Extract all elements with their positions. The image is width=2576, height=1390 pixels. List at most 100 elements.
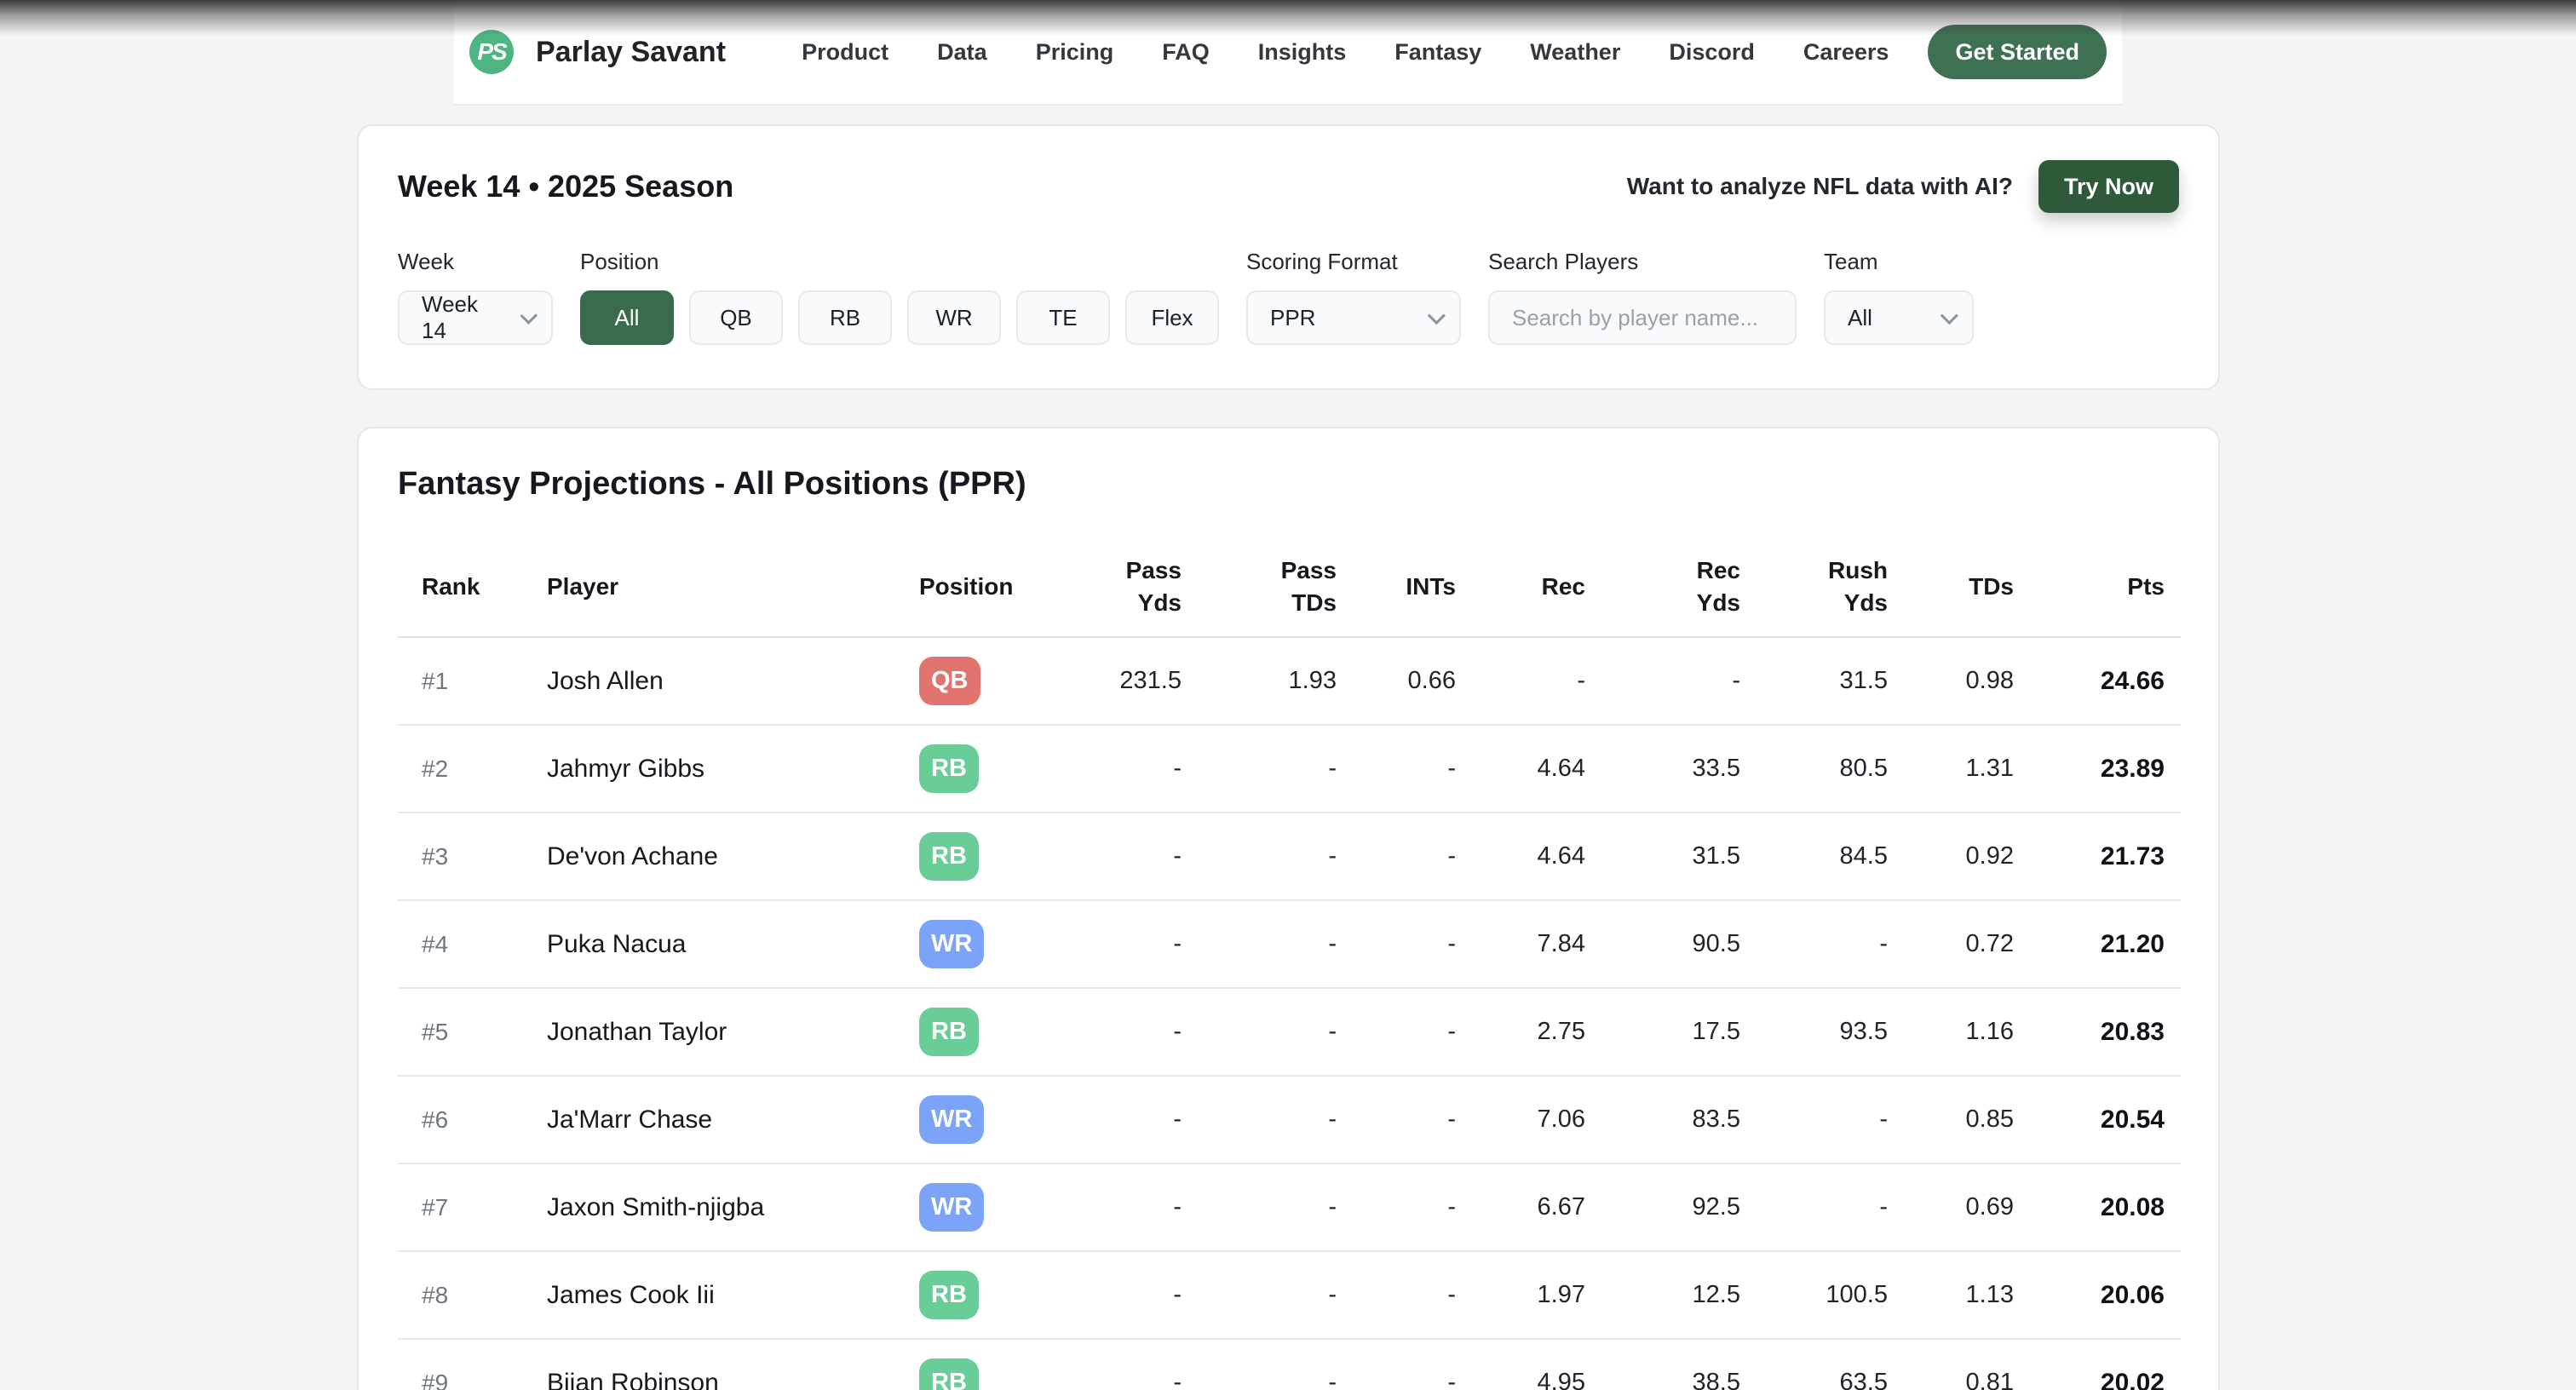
- position-cell: WR: [919, 1163, 1090, 1252]
- position-badge-rb: RB: [919, 832, 979, 881]
- pts-cell: 21.20: [2014, 900, 2181, 989]
- pts-cell: 20.54: [2014, 1076, 2181, 1164]
- ints-cell: -: [1337, 1076, 1456, 1164]
- rank-cell: #8: [398, 1251, 547, 1340]
- ai-promo: Want to analyze NFL data with AI? Try No…: [1627, 160, 2179, 213]
- table-row: #7 Jaxon Smith-njigba WR - - -6.67 92.5-0.69 20…: [398, 1163, 2181, 1252]
- column-header-position: Position: [919, 537, 1090, 638]
- pass_yds-cell: -: [1090, 813, 1182, 901]
- position-badge-wr: WR: [919, 920, 985, 968]
- position-button-wr[interactable]: WR: [907, 290, 1001, 345]
- table-row: #5 Jonathan Taylor RB - - -2.75 17.5 93.5 1.16 20…: [398, 988, 2181, 1077]
- week-season-title: Week 14 • 2025 Season: [398, 169, 734, 204]
- table-row: #9 Bijan Robinson RB - - -4.95 38.5 63.5 0.81 20.…: [398, 1339, 2181, 1390]
- pass_tds-cell: -: [1182, 1339, 1337, 1390]
- pass_yds-cell: -: [1090, 725, 1182, 813]
- rush_yds-cell: 63.5: [1740, 1339, 1888, 1390]
- navbar: PS Parlay Savant Product Data Pricing FAQ In…: [454, 0, 2122, 106]
- nav-link-fantasy[interactable]: Fantasy: [1394, 38, 1482, 65]
- column-header-rec: Rec: [1456, 537, 1585, 638]
- nav-link-product[interactable]: Product: [802, 38, 889, 65]
- rec_yds-cell: 31.5: [1585, 813, 1740, 901]
- nav-link-data[interactable]: Data: [937, 38, 987, 65]
- table-header-row: Rank Player Position Pass Yds Pass TDs INTs Re…: [398, 537, 2181, 638]
- nav-link-weather[interactable]: Weather: [1530, 38, 1621, 65]
- position-button-qb[interactable]: QB: [689, 290, 783, 345]
- table-header: Rank Player Position Pass Yds Pass TDs INTs Re…: [398, 537, 2181, 638]
- rec_yds-cell: 83.5: [1585, 1076, 1740, 1164]
- rush_yds-cell: -: [1740, 1163, 1888, 1252]
- rec_yds-cell: 90.5: [1585, 900, 1740, 989]
- week-label: Week: [398, 249, 454, 274]
- player-search-input[interactable]: [1488, 290, 1797, 345]
- scoring-format-select[interactable]: PPR: [1246, 290, 1461, 345]
- rush_yds-cell: -: [1740, 900, 1888, 989]
- position-button-all[interactable]: All: [580, 290, 674, 345]
- pass_tds-cell: -: [1182, 813, 1337, 901]
- pass_tds-cell: -: [1182, 900, 1337, 989]
- position-button-rb[interactable]: RB: [798, 290, 892, 345]
- tds-cell: 0.72: [1888, 900, 2014, 989]
- try-now-button[interactable]: Try Now: [2038, 160, 2179, 213]
- pass_yds-cell: -: [1090, 1076, 1182, 1164]
- pass_yds-cell: -: [1090, 1339, 1182, 1390]
- position-cell: RB: [919, 725, 1090, 813]
- pass_yds-cell: 231.5: [1090, 637, 1182, 726]
- nav-link-faq[interactable]: FAQ: [1162, 38, 1210, 65]
- table-row: #3 De'von Achane RB - - -4.64 31.5 84.5 0.92 21.7…: [398, 813, 2181, 901]
- rush_yds-cell: 84.5: [1740, 813, 1888, 901]
- rank-cell: #5: [398, 988, 547, 1077]
- ints-cell: -: [1337, 988, 1456, 1077]
- tds-cell: 0.69: [1888, 1163, 2014, 1252]
- nav-link-discord[interactable]: Discord: [1669, 38, 1755, 65]
- position-badge-rb: RB: [919, 744, 979, 793]
- pts-cell: 20.83: [2014, 988, 2181, 1077]
- get-started-button[interactable]: Get Started: [1928, 25, 2107, 79]
- chevron-down-icon: [1940, 306, 1958, 325]
- team-select[interactable]: All: [1824, 290, 1974, 345]
- table-row: #2 Jahmyr Gibbs RB - - -4.64 33.5 80.5 1.31 23.89: [398, 725, 2181, 813]
- player-cell: Jaxon Smith-njigba: [547, 1163, 919, 1252]
- search-filter-group: Search Players: [1488, 249, 1797, 345]
- tds-cell: 0.85: [1888, 1076, 2014, 1164]
- week-select[interactable]: Week 14: [398, 290, 553, 345]
- position-button-flex[interactable]: Flex: [1125, 290, 1219, 345]
- position-buttons: All QB RB WR TE Flex: [580, 290, 1219, 345]
- column-header-rec_yds: Rec Yds: [1585, 537, 1740, 638]
- column-header-pass_yds: Pass Yds: [1090, 537, 1182, 638]
- ints-cell: -: [1337, 1251, 1456, 1340]
- rec_yds-cell: 92.5: [1585, 1163, 1740, 1252]
- position-filter-group: Position All QB RB WR TE Flex: [580, 249, 1219, 345]
- projections-card: Fantasy Projections - All Positions (PPR…: [357, 427, 2220, 1390]
- pass_yds-cell: -: [1090, 1163, 1182, 1252]
- column-header-tds: TDs: [1888, 537, 2014, 638]
- position-button-te[interactable]: TE: [1016, 290, 1110, 345]
- pts-cell: 21.73: [2014, 813, 2181, 901]
- player-cell: Jonathan Taylor: [547, 988, 919, 1077]
- table-row: #1 Josh Allen QB 231.5 1.93 0.66- -31.5 0.98 24.…: [398, 637, 2181, 726]
- player-cell: Puka Nacua: [547, 900, 919, 989]
- position-label: Position: [580, 249, 659, 274]
- pass_tds-cell: -: [1182, 1076, 1337, 1164]
- rec-cell: -: [1456, 637, 1585, 726]
- nav-link-careers[interactable]: Careers: [1803, 38, 1889, 65]
- position-cell: RB: [919, 813, 1090, 901]
- team-select-value: All: [1848, 304, 1872, 330]
- position-badge-qb: QB: [919, 657, 980, 705]
- column-header-pts: Pts: [2014, 537, 2181, 638]
- rank-cell: #3: [398, 813, 547, 901]
- filters-header: Week 14 • 2025 Season Want to analyze NF…: [398, 160, 2179, 213]
- week-select-value: Week 14: [422, 291, 478, 343]
- nav-link-insights[interactable]: Insights: [1257, 38, 1347, 65]
- pts-cell: 20.02: [2014, 1339, 2181, 1390]
- tds-cell: 0.98: [1888, 637, 2014, 726]
- position-badge-rb: RB: [919, 1008, 979, 1056]
- rush_yds-cell: -: [1740, 1076, 1888, 1164]
- scoring-format-label: Scoring Format: [1246, 249, 1398, 274]
- position-cell: RB: [919, 1339, 1090, 1390]
- rank-cell: #7: [398, 1163, 547, 1252]
- nav-link-pricing[interactable]: Pricing: [1035, 38, 1114, 65]
- rank-cell: #9: [398, 1339, 547, 1390]
- brand[interactable]: PS Parlay Savant: [469, 30, 726, 74]
